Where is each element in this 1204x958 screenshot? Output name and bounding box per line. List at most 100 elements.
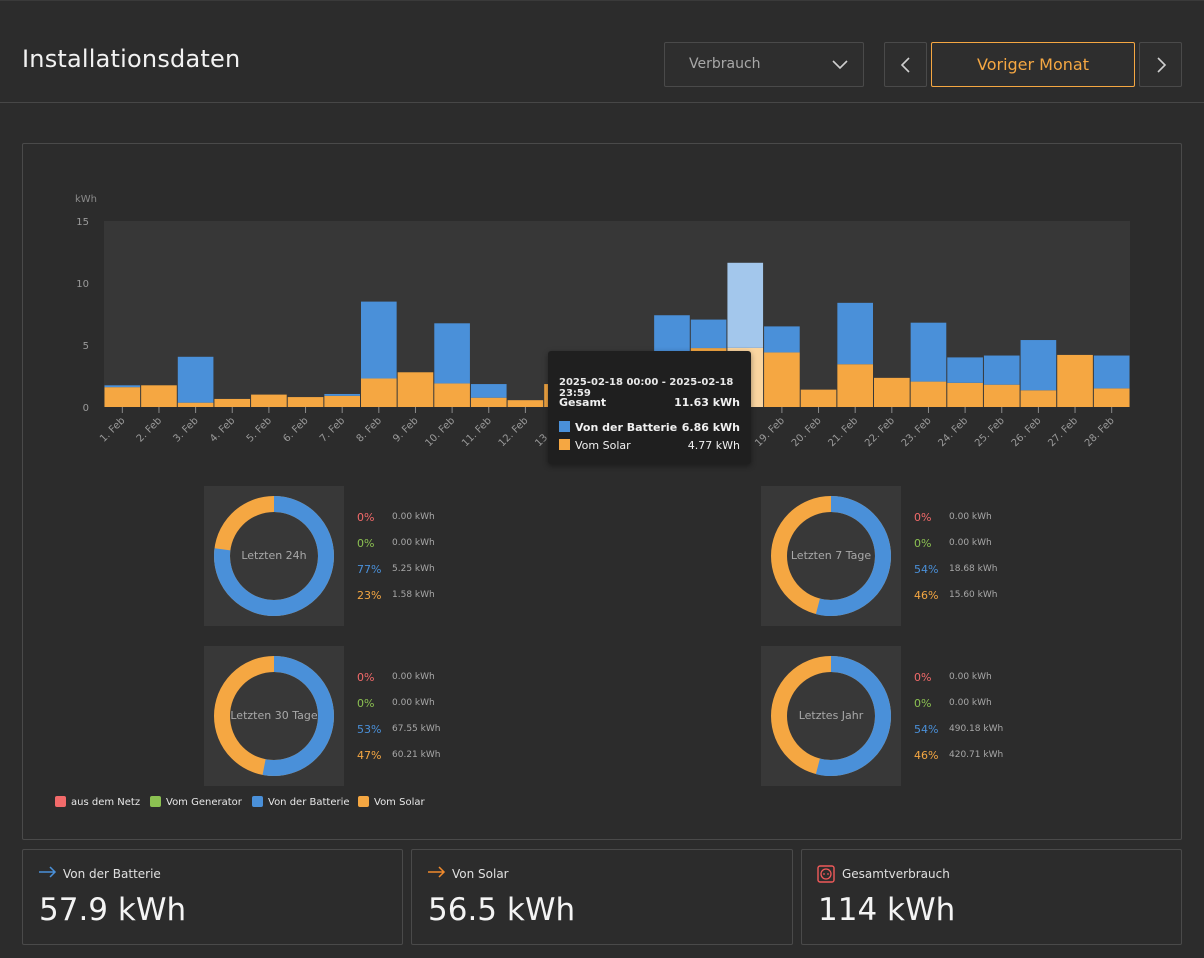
data-type-select[interactable]: Verbrauch <box>664 42 864 87</box>
bar-solar <box>251 394 287 407</box>
bar-solar <box>287 397 324 407</box>
next-period-button[interactable] <box>1139 42 1182 87</box>
donut-card-24h: Letzten 24h <box>204 486 344 626</box>
bar-battery <box>764 326 800 353</box>
tooltip-solar-value: 4.77 kWh <box>687 439 740 452</box>
tooltip-solar-row: Vom Solar 4.77 kWh <box>559 439 740 452</box>
donut-battery-segment <box>771 656 891 776</box>
bar-battery <box>177 356 214 403</box>
legend-item-generator[interactable]: Vom Generator <box>150 796 242 808</box>
data-type-select-value: Verbrauch <box>689 56 761 72</box>
page-title: Installationsdaten <box>22 45 241 73</box>
bar-solar <box>1093 388 1130 407</box>
donut-label: Letzten 30 Tage <box>230 709 318 722</box>
donut-battery-segment <box>771 496 891 616</box>
kpi-label: Von Solar <box>452 867 509 881</box>
tooltip-total-value: 11.63 kWh <box>674 396 740 409</box>
legend-item-solar[interactable]: Vom Solar <box>358 796 425 808</box>
x-tick-label: 24. Feb <box>936 415 970 449</box>
x-tick-label: 23. Feb <box>900 415 934 449</box>
stat-solar: 46% 15.60 kWh <box>914 589 998 602</box>
tooltip-total-row: Gesamt 11.63 kWh <box>559 396 740 409</box>
donut-label: Letzten 7 Tage <box>790 549 872 562</box>
x-tick-label: 20. Feb <box>790 415 824 449</box>
donut-label: Letztes Jahr <box>798 709 864 722</box>
stat-generator: 0% 0.00 kWh <box>357 537 435 550</box>
previous-month-button[interactable]: Voriger Monat <box>931 42 1135 87</box>
x-tick-label: 27. Feb <box>1046 415 1080 449</box>
stat-grid: 0% 0.00 kWh <box>357 511 435 524</box>
x-tick-label: 4. Feb <box>208 415 237 444</box>
x-tick-label: 6. Feb <box>281 415 310 444</box>
donut-card-year: Letztes Jahr <box>761 646 901 786</box>
solar-swatch <box>559 439 570 450</box>
page-header: Installationsdaten Verbrauch Voriger Mon… <box>0 0 1204 103</box>
donut-chart-7d <box>771 496 891 616</box>
tooltip-battery-value: 6.86 kWh <box>681 421 740 434</box>
bar-solar <box>1057 354 1093 407</box>
stat-solar: 46% 420.71 kWh <box>914 749 1004 762</box>
bar-solar <box>361 378 397 407</box>
x-tick-label: 22. Feb <box>863 415 897 449</box>
donut-battery-segment <box>214 656 334 776</box>
bar-battery <box>104 385 141 388</box>
bar-battery <box>947 357 983 383</box>
donut-card-30d: Letzten 30 Tage <box>204 646 344 786</box>
tooltip-battery-label: Von der Batterie <box>575 421 678 434</box>
arrow-right-icon <box>39 866 57 878</box>
x-tick-label: 21. Feb <box>827 415 861 449</box>
bar-solar <box>947 382 983 407</box>
bar-battery <box>727 262 764 348</box>
y-axis-label: kWh <box>75 194 97 205</box>
tooltip-total-label: Gesamt <box>559 396 607 409</box>
x-tick-label: 12. Feb <box>497 415 531 449</box>
stat-generator: 0% 0.00 kWh <box>357 697 435 710</box>
y-tick-label: 15 <box>76 217 89 228</box>
x-tick-label: 19. Feb <box>753 415 787 449</box>
bar-solar <box>874 377 910 407</box>
kpi-card-total: Gesamtverbrauch 114 kWh <box>801 849 1182 945</box>
donut-card-7d: Letzten 7 Tage <box>761 486 901 626</box>
bar-battery <box>690 319 727 349</box>
consumption-panel: kWh 0 5 10 15 1. Feb 2. Feb 3. Feb 4. Feb 5. Feb 6… <box>22 143 1182 840</box>
legend-item-grid[interactable]: aus dem Netz <box>55 796 140 808</box>
previous-period-button[interactable] <box>884 42 927 87</box>
bar-solar <box>177 402 214 407</box>
stat-grid: 0% 0.00 kWh <box>914 671 992 684</box>
bar-battery <box>470 384 507 398</box>
bar-solar <box>507 400 544 407</box>
bar-solar <box>434 383 470 407</box>
bar-battery <box>837 302 873 365</box>
x-tick-label: 5. Feb <box>245 415 274 444</box>
kpi-card-solar: Von Solar 56.5 kWh <box>411 849 793 945</box>
stat-battery: 77% 5.25 kWh <box>357 563 435 576</box>
bar-battery <box>1093 355 1130 389</box>
legend-item-battery[interactable]: Von der Batterie <box>252 796 350 808</box>
bar-battery <box>983 355 1020 385</box>
bar-battery <box>324 393 360 396</box>
bar-solar <box>1020 390 1057 407</box>
chart-tooltip: 2025-02-18 00:00 - 2025-02-18 23:59 Gesa… <box>548 351 751 464</box>
x-tick-label: 8. Feb <box>355 415 384 444</box>
donut-battery-segment <box>214 496 334 616</box>
stat-generator: 0% 0.00 kWh <box>914 697 992 710</box>
x-tick-label: 1. Feb <box>98 415 127 444</box>
arrow-right-icon <box>428 866 446 878</box>
donut-chart-year <box>771 656 891 776</box>
bar-solar <box>324 395 360 407</box>
donut-chart-24h <box>214 496 334 616</box>
bar-solar <box>800 389 837 407</box>
bar-solar <box>470 397 507 407</box>
stat-solar: 23% 1.58 kWh <box>357 589 435 602</box>
tooltip-range: 2025-02-18 00:00 - 2025-02-18 23:59 <box>559 377 734 399</box>
donut-label: Letzten 24h <box>241 549 307 562</box>
x-tick-label: 10. Feb <box>423 415 457 449</box>
y-tick-label: 10 <box>76 279 89 290</box>
tooltip-battery-row: Von der Batterie 6.86 kWh <box>559 421 740 434</box>
x-tick-label: 7. Feb <box>318 415 347 444</box>
bar-battery <box>910 322 947 382</box>
battery-swatch <box>559 421 570 432</box>
chevron-right-icon <box>1157 57 1167 73</box>
bar-solar <box>141 385 177 407</box>
